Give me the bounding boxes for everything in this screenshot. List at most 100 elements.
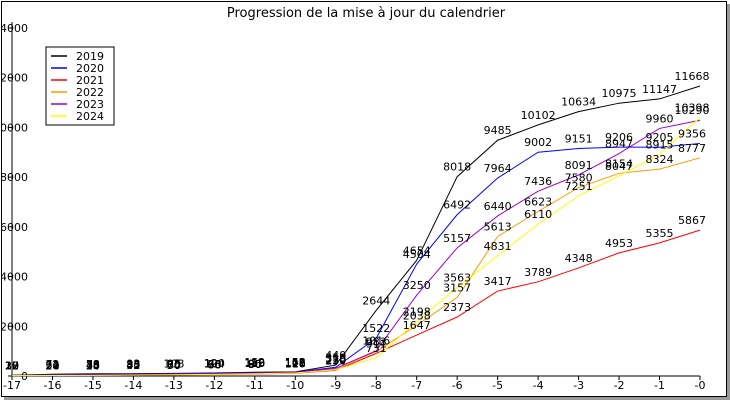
point-label: 10290: [675, 104, 710, 117]
x-tick-label: -15: [84, 379, 102, 392]
x-tick-label: -1: [654, 379, 665, 392]
point-label: 43: [86, 359, 100, 372]
point-label: 4504: [403, 248, 431, 261]
legend-entry: 2022: [76, 86, 104, 99]
point-label: 130: [244, 357, 265, 370]
point-label: 11668: [675, 70, 710, 83]
point-label: 5157: [443, 232, 471, 245]
point-label: 4348: [565, 252, 593, 265]
point-label: 1647: [403, 319, 431, 332]
point-label: 5867: [678, 214, 706, 227]
point-label: 9960: [646, 112, 674, 125]
point-label: 90: [248, 358, 262, 371]
series-line-2024: [11, 117, 701, 377]
point-label: 10975: [602, 87, 637, 100]
x-tick-label: -9: [330, 379, 341, 392]
point-label: 6623: [524, 195, 552, 208]
point-label: 9206: [605, 131, 633, 144]
point-label: 3417: [484, 275, 512, 288]
point-label: 146: [285, 356, 306, 369]
point-label: 350: [325, 351, 346, 364]
x-tick-label: -12: [205, 379, 223, 392]
point-label: 152: [285, 356, 306, 369]
point-label: 18: [5, 360, 19, 373]
point-label: 152: [244, 356, 265, 369]
point-label: 983: [366, 336, 387, 349]
point-label: 75: [167, 358, 181, 371]
x-tick-label: -7: [411, 379, 422, 392]
point-label: 1522: [362, 322, 390, 335]
point-label: 2644: [362, 294, 390, 307]
point-label: 8047: [605, 160, 633, 173]
y-tick-label: 10000: [2, 121, 28, 134]
point-label: 2373: [443, 301, 471, 314]
series-line-2022: [11, 157, 701, 377]
point-label: 128: [285, 357, 306, 370]
point-label: 3789: [524, 266, 552, 279]
point-label: 911: [366, 337, 387, 350]
point-label: 115: [244, 357, 265, 370]
point-label: 60: [207, 359, 221, 372]
point-label: 66: [207, 358, 221, 371]
point-label: 7964: [484, 162, 512, 175]
point-label: 230: [325, 354, 346, 367]
x-tick-label: -2: [614, 379, 625, 392]
legend-entry: 2019: [76, 50, 104, 63]
point-label: 8091: [565, 159, 593, 172]
point-label: 8154: [605, 157, 633, 170]
point-label: 62: [45, 358, 59, 371]
point-label: 4831: [484, 240, 512, 253]
point-label: 6440: [484, 200, 512, 213]
point-label: 4654: [403, 244, 431, 257]
point-label: 30: [5, 359, 19, 372]
point-label: 3250: [403, 279, 431, 292]
point-label: 10634: [561, 96, 596, 109]
point-label: 20: [45, 360, 59, 373]
series-line-2020: [11, 142, 701, 376]
x-tick-label: -8: [371, 379, 382, 392]
point-label: 7251: [565, 180, 593, 193]
point-label: 104: [204, 357, 225, 370]
point-label: 75: [207, 358, 221, 371]
legend-entry: 2021: [76, 74, 104, 87]
point-label: 60: [167, 359, 181, 372]
x-tick-label: -16: [43, 379, 61, 392]
y-tick-label: 4000: [2, 271, 28, 284]
point-label: 19: [5, 360, 19, 373]
point-label: 78: [86, 358, 100, 371]
point-label: 35: [126, 359, 140, 372]
y-tick-label: 14000: [2, 22, 28, 35]
y-tick-label: 6000: [2, 221, 28, 234]
x-axis-ticks: -17 -16 -15 -14 -13 -12 -11 -10 -9 -8 -7 -6 -5 -4 -3 -2…: [3, 376, 705, 392]
x-tick-label: -13: [165, 379, 183, 392]
point-label: 30: [86, 359, 100, 372]
x-tick-label: -11: [246, 379, 264, 392]
point-label: 10398: [675, 102, 710, 115]
point-label: 80: [248, 358, 262, 371]
y-tick-label: 2000: [2, 320, 28, 333]
x-tick-label: -14: [124, 379, 142, 392]
point-label: 3563: [443, 271, 471, 284]
point-label: 2038: [403, 309, 431, 322]
x-tick-label: -6: [452, 379, 463, 392]
legend-entry: 2020: [76, 62, 104, 75]
x-tick-label: -0: [695, 379, 706, 392]
point-label: 1016: [362, 335, 390, 348]
point-label: 50: [167, 359, 181, 372]
legend-entry: 2023: [76, 98, 104, 111]
series-line-2021: [11, 229, 701, 377]
point-label: 8777: [678, 142, 706, 155]
point-label: 93: [126, 358, 140, 371]
point-label: 33: [86, 359, 100, 372]
y-tick-label: 8000: [2, 171, 28, 184]
point-label: 440: [325, 349, 346, 362]
point-label: 24: [86, 359, 100, 372]
point-label: 4953: [605, 237, 633, 250]
point-label: 8947: [605, 138, 633, 151]
point-label: 9485: [484, 124, 512, 137]
point-label: 96: [248, 358, 262, 371]
point-label: 168: [285, 356, 306, 369]
y-axis-ticks: 0 2000 4000 6000 8000 10000 12000 14000: [2, 22, 28, 383]
y-tick-label: 0: [21, 370, 28, 383]
